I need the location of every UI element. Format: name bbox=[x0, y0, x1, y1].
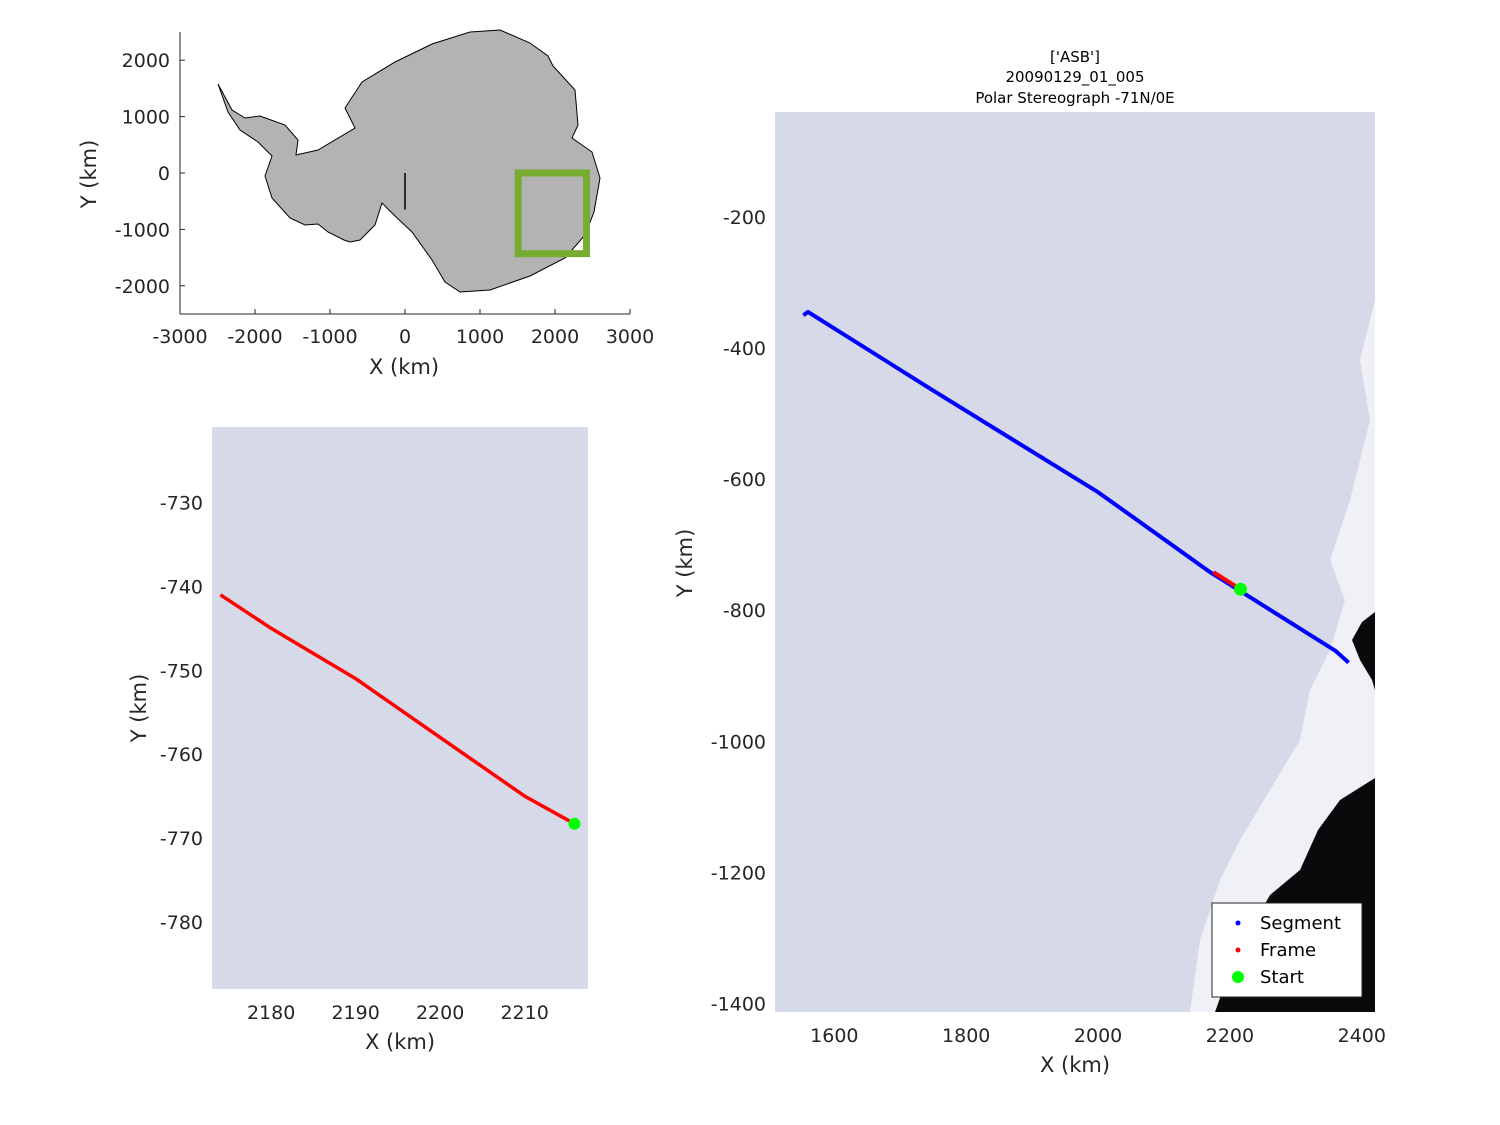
zoom-x-label: X (km) bbox=[365, 1030, 435, 1054]
main-x-tick-label: 1800 bbox=[942, 1025, 990, 1047]
legend-start-swatch bbox=[1232, 971, 1244, 983]
main-title-line-3: Polar Stereograph -71N/0E bbox=[975, 89, 1174, 107]
main-title-line-1: ['ASB'] bbox=[1050, 48, 1100, 66]
zoom-axes: 2180 2190 2200 2210 -730 -740 -750 -760 -770 -780 bbox=[160, 492, 549, 1024]
zoom-x-tick-label: 2210 bbox=[500, 1002, 548, 1024]
legend-segment-label: Segment bbox=[1260, 913, 1341, 934]
overview-y-label: Y (km) bbox=[77, 140, 101, 210]
main-x-tick-label: 2000 bbox=[1074, 1025, 1122, 1047]
main-map: ['ASB'] 20090129_01_005 Polar Stereograp… bbox=[673, 48, 1386, 1077]
main-y-tick-label: -800 bbox=[723, 600, 766, 622]
main-y-tick-label: -1200 bbox=[711, 862, 766, 884]
overview-x-tick-label: 1000 bbox=[456, 326, 504, 348]
main-axes: 1600 1800 2000 2200 2400 -200 -400 -600 -800 -100… bbox=[711, 207, 1386, 1047]
legend-frame-swatch bbox=[1235, 947, 1241, 953]
overview-y-tick-label: 2000 bbox=[122, 50, 170, 72]
zoom-y-tick-label: -760 bbox=[160, 744, 203, 766]
main-y-tick-label: -1000 bbox=[711, 731, 766, 753]
overview-map: -3000 -2000 -1000 0 1000 2000 3000 2000 1000 0 -10… bbox=[77, 29, 654, 379]
zoom-x-tick-label: 2190 bbox=[331, 1002, 379, 1024]
zoom-y-tick-label: -770 bbox=[160, 828, 203, 850]
overview-x-tick-label: -1000 bbox=[302, 326, 357, 348]
main-y-tick-label: -600 bbox=[723, 469, 766, 491]
zoom-y-tick-label: -750 bbox=[160, 660, 203, 682]
main-start-marker bbox=[1233, 582, 1247, 596]
overview-x-tick-label: 3000 bbox=[606, 326, 654, 348]
zoom-x-tick-label: 2200 bbox=[416, 1002, 464, 1024]
overview-x-tick-label: -3000 bbox=[152, 326, 207, 348]
main-y-tick-label: -200 bbox=[723, 207, 766, 229]
main-x-tick-label: 2400 bbox=[1338, 1025, 1386, 1047]
zoom-start-marker bbox=[568, 817, 581, 830]
zoom-y-tick-label: -730 bbox=[160, 492, 203, 514]
main-y-tick-label: -400 bbox=[723, 338, 766, 360]
overview-y-tick-label: 1000 bbox=[122, 107, 170, 129]
main-segment-track bbox=[802, 309, 1350, 665]
zoom-map: 2180 2190 2200 2210 -730 -740 -750 -760 -770 -780… bbox=[127, 427, 588, 1054]
legend: Segment Frame Start bbox=[1211, 902, 1363, 998]
zoom-y-tick-label: -780 bbox=[160, 912, 203, 934]
main-x-tick-label: 2200 bbox=[1206, 1025, 1254, 1047]
legend-segment-swatch bbox=[1235, 920, 1241, 926]
overview-y-tick-label: 0 bbox=[158, 163, 170, 185]
overview-bbox bbox=[514, 169, 590, 258]
overview-x-tick-label: 0 bbox=[399, 326, 411, 348]
main-title-line-2: 20090129_01_005 bbox=[1005, 68, 1144, 87]
main-x-label: X (km) bbox=[1040, 1053, 1110, 1077]
zoom-y-tick-label: -740 bbox=[160, 576, 203, 598]
overview-x-tick-label: 2000 bbox=[531, 326, 579, 348]
legend-start-label: Start bbox=[1260, 967, 1304, 988]
main-y-tick-label: -1400 bbox=[711, 993, 766, 1015]
overview-y-tick-label: -1000 bbox=[115, 219, 170, 241]
overview-x-label: X (km) bbox=[369, 355, 439, 379]
overview-axes: -3000 -2000 -1000 0 1000 2000 3000 2000 1000 0 -10… bbox=[115, 32, 654, 348]
zoom-x-tick-label: 2180 bbox=[247, 1002, 295, 1024]
main-y-label: Y (km) bbox=[673, 529, 697, 599]
zoom-y-label: Y (km) bbox=[127, 674, 151, 744]
overview-y-tick-label: -2000 bbox=[115, 276, 170, 298]
main-x-tick-label: 1600 bbox=[810, 1025, 858, 1047]
overview-x-tick-label: -2000 bbox=[227, 326, 282, 348]
legend-frame-label: Frame bbox=[1260, 940, 1316, 961]
zoom-frame-track bbox=[219, 593, 576, 826]
